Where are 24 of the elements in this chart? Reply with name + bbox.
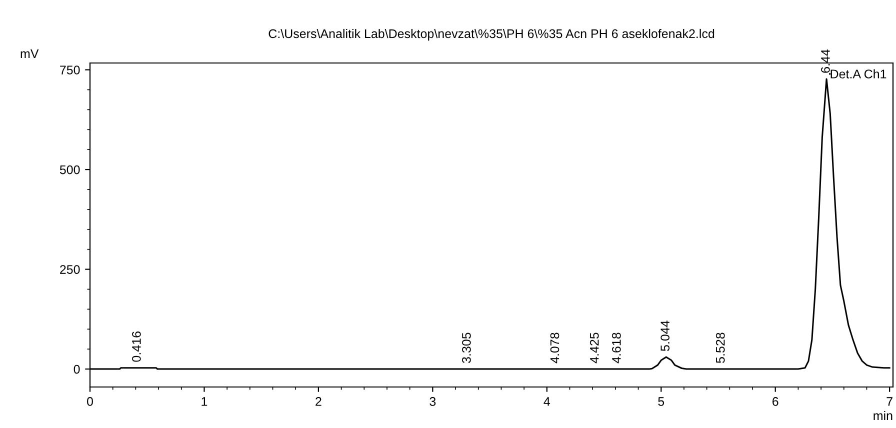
annotation: 6.44: [821, 49, 830, 73]
annotation: 0.416: [132, 332, 141, 362]
y-tick-label: 250: [60, 265, 80, 274]
annotation: 4.078: [550, 332, 560, 364]
x-tick-label: 2: [316, 397, 322, 406]
y-axis-title: mV: [20, 49, 39, 58]
legend-label: Det.A Ch1: [830, 69, 886, 78]
annotation: 5.528: [716, 332, 725, 363]
x-axis-title: min: [874, 410, 892, 420]
annotation: 4.425: [590, 332, 599, 364]
x-tick-label: 0: [87, 397, 93, 406]
x-tick-label: 7: [886, 397, 892, 406]
x-tick-label: 1: [202, 397, 208, 406]
x-tick-label: 4: [544, 397, 550, 406]
y-tick-label: 500: [60, 165, 80, 174]
x-tick-label: 6: [772, 397, 778, 406]
chart-title: C:\Users\Analitik Lab\Desktop\nevzat\%35\PH 6\%35 Acn PH 6 aseklofenak2.lcd: [268, 28, 714, 41]
x-tick-label: 5: [658, 397, 664, 406]
y-tick-label: 0: [74, 364, 80, 374]
y-tick-label: 750: [60, 66, 80, 74]
annotation: 4.618: [612, 332, 621, 364]
annotation: 5.044: [660, 320, 670, 352]
annotation: 3.305: [462, 332, 471, 364]
x-tick-label: 3: [430, 397, 436, 406]
